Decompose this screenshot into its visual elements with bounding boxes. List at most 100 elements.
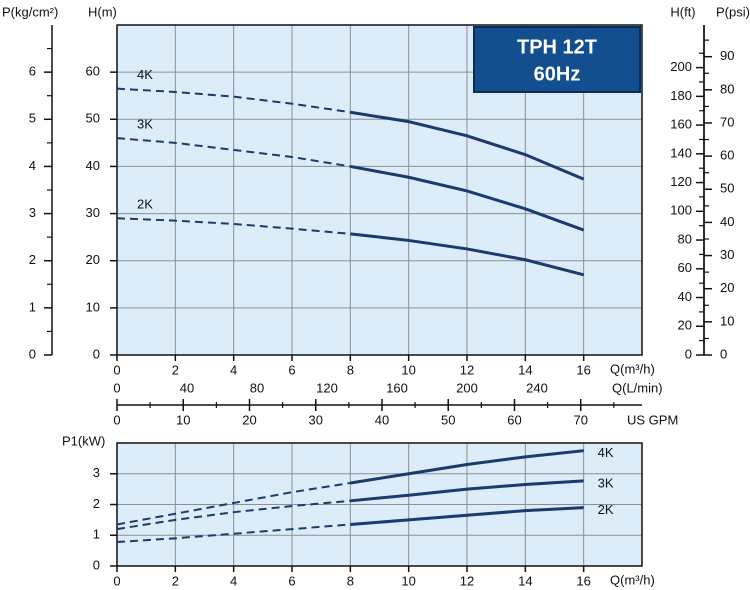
y-tick-label: 60 <box>86 64 100 79</box>
axis-tick-label: 10 <box>176 412 190 427</box>
x-tick-label: 4 <box>230 573 237 588</box>
chart-subtitle: 60Hz <box>534 63 581 85</box>
axis-tick-label: 3 <box>29 205 36 220</box>
axis-tick-label: 2 <box>29 252 36 267</box>
y-tick-label: 1 <box>93 527 100 542</box>
axis-tick-label: 40 <box>678 289 692 304</box>
x-axis-title: Q(m³/h) <box>610 361 655 376</box>
axis-tick-label: 10 <box>720 313 734 328</box>
y-tick-label: 30 <box>86 205 100 220</box>
axis-tick-label: 200 <box>456 380 478 395</box>
series-label: 2K <box>598 502 614 517</box>
y-tick-label: 20 <box>86 252 100 267</box>
x-tick-label: 2 <box>172 573 179 588</box>
curve-dashed <box>116 137 351 168</box>
axis-title: P(psi) <box>716 4 750 19</box>
axis-tick-label: 160 <box>670 117 692 132</box>
axis-tick-label: 160 <box>386 380 408 395</box>
axis-tick-label: 200 <box>670 59 692 74</box>
axis-tick-label: 20 <box>678 318 692 333</box>
axis-tick-label: 180 <box>670 88 692 103</box>
axis-tick-label: 0 <box>720 346 727 361</box>
axis-tick-label: 20 <box>720 280 734 295</box>
y-axis-title: H(m) <box>88 4 117 19</box>
axis-tick-label: 50 <box>441 412 455 427</box>
axis-tick-label: 100 <box>670 203 692 218</box>
axis-title: P(kg/cm²) <box>2 4 58 19</box>
chart-title: TPH 12T <box>517 36 597 58</box>
axis-tick-label: 60 <box>720 148 734 163</box>
axis-tick-label: 0 <box>685 346 692 361</box>
axis-tick-label: 0 <box>29 346 36 361</box>
axis-tick-label: 120 <box>316 380 338 395</box>
x-tick-label: 0 <box>113 362 120 377</box>
axis-tick-label: 60 <box>678 260 692 275</box>
x-tick-label: 6 <box>288 362 295 377</box>
axis-tick-label: 4 <box>29 158 36 173</box>
series-label: 3K <box>137 117 153 132</box>
x-tick-label: 8 <box>347 573 354 588</box>
axis-tick-label: 80 <box>678 231 692 246</box>
y-tick-label: 40 <box>86 158 100 173</box>
axis-tick-label: 30 <box>720 247 734 262</box>
x-tick-label: 10 <box>401 362 415 377</box>
axis-tick-label: 240 <box>526 380 548 395</box>
axis-tick-label: 0 <box>113 380 120 395</box>
axis-title: Q(L/min) <box>612 380 663 395</box>
axis-tick-label: 90 <box>720 48 734 63</box>
axis-tick-label: 30 <box>309 412 323 427</box>
axis-tick-label: 1 <box>29 299 36 314</box>
axis-tick-label: 0 <box>113 412 120 427</box>
axis-tick-label: 70 <box>573 412 587 427</box>
plot-border <box>116 442 643 567</box>
axis-tick-label: 50 <box>720 181 734 196</box>
title-box <box>473 26 641 93</box>
y-tick-label: 3 <box>93 465 100 480</box>
axis-tick-label: 60 <box>507 412 521 427</box>
series-label: 2K <box>137 197 153 212</box>
axis-tick-label: 40 <box>720 214 734 229</box>
curve-solid <box>350 449 584 485</box>
x-tick-label: 8 <box>347 362 354 377</box>
axis-title: US GPM <box>627 412 678 427</box>
axis-tick-label: 80 <box>250 380 264 395</box>
axis-tick-label: 40 <box>375 412 389 427</box>
x-axis-title: Q(m³/h) <box>610 572 655 587</box>
y-axis-title: P1(kW) <box>62 433 105 448</box>
x-tick-label: 10 <box>401 573 415 588</box>
x-tick-label: 0 <box>113 573 120 588</box>
axis-tick-label: 70 <box>720 114 734 129</box>
x-tick-label: 16 <box>576 573 590 588</box>
y-tick-label: 10 <box>86 299 100 314</box>
axis-tick-label: 120 <box>670 174 692 189</box>
series-label: 4K <box>137 67 153 82</box>
x-tick-label: 12 <box>460 362 474 377</box>
x-tick-label: 14 <box>518 362 532 377</box>
curve-solid <box>350 164 585 232</box>
curve-dashed <box>116 481 351 526</box>
series-label: 4K <box>598 445 614 460</box>
x-tick-label: 6 <box>288 573 295 588</box>
x-tick-label: 12 <box>460 573 474 588</box>
axis-tick-label: 140 <box>670 145 692 160</box>
axis-tick-label: 20 <box>242 412 256 427</box>
y-tick-label: 2 <box>93 496 100 511</box>
axis-tick-label: 5 <box>29 111 36 126</box>
axis-tick-label: 80 <box>720 81 734 96</box>
x-tick-label: 4 <box>230 362 237 377</box>
x-tick-label: 2 <box>172 362 179 377</box>
curve-dashed <box>116 499 351 531</box>
curve-solid <box>350 506 584 526</box>
y-tick-label: 0 <box>93 557 100 572</box>
curve-solid <box>350 479 584 503</box>
axis-tick-label: 6 <box>29 64 36 79</box>
axis-title: H(ft) <box>670 4 695 19</box>
plot-border <box>116 24 643 356</box>
x-tick-label: 14 <box>518 573 532 588</box>
curve-solid <box>350 110 585 181</box>
curve-solid <box>350 232 585 277</box>
series-label: 3K <box>598 475 614 490</box>
curve-dashed <box>116 87 351 114</box>
